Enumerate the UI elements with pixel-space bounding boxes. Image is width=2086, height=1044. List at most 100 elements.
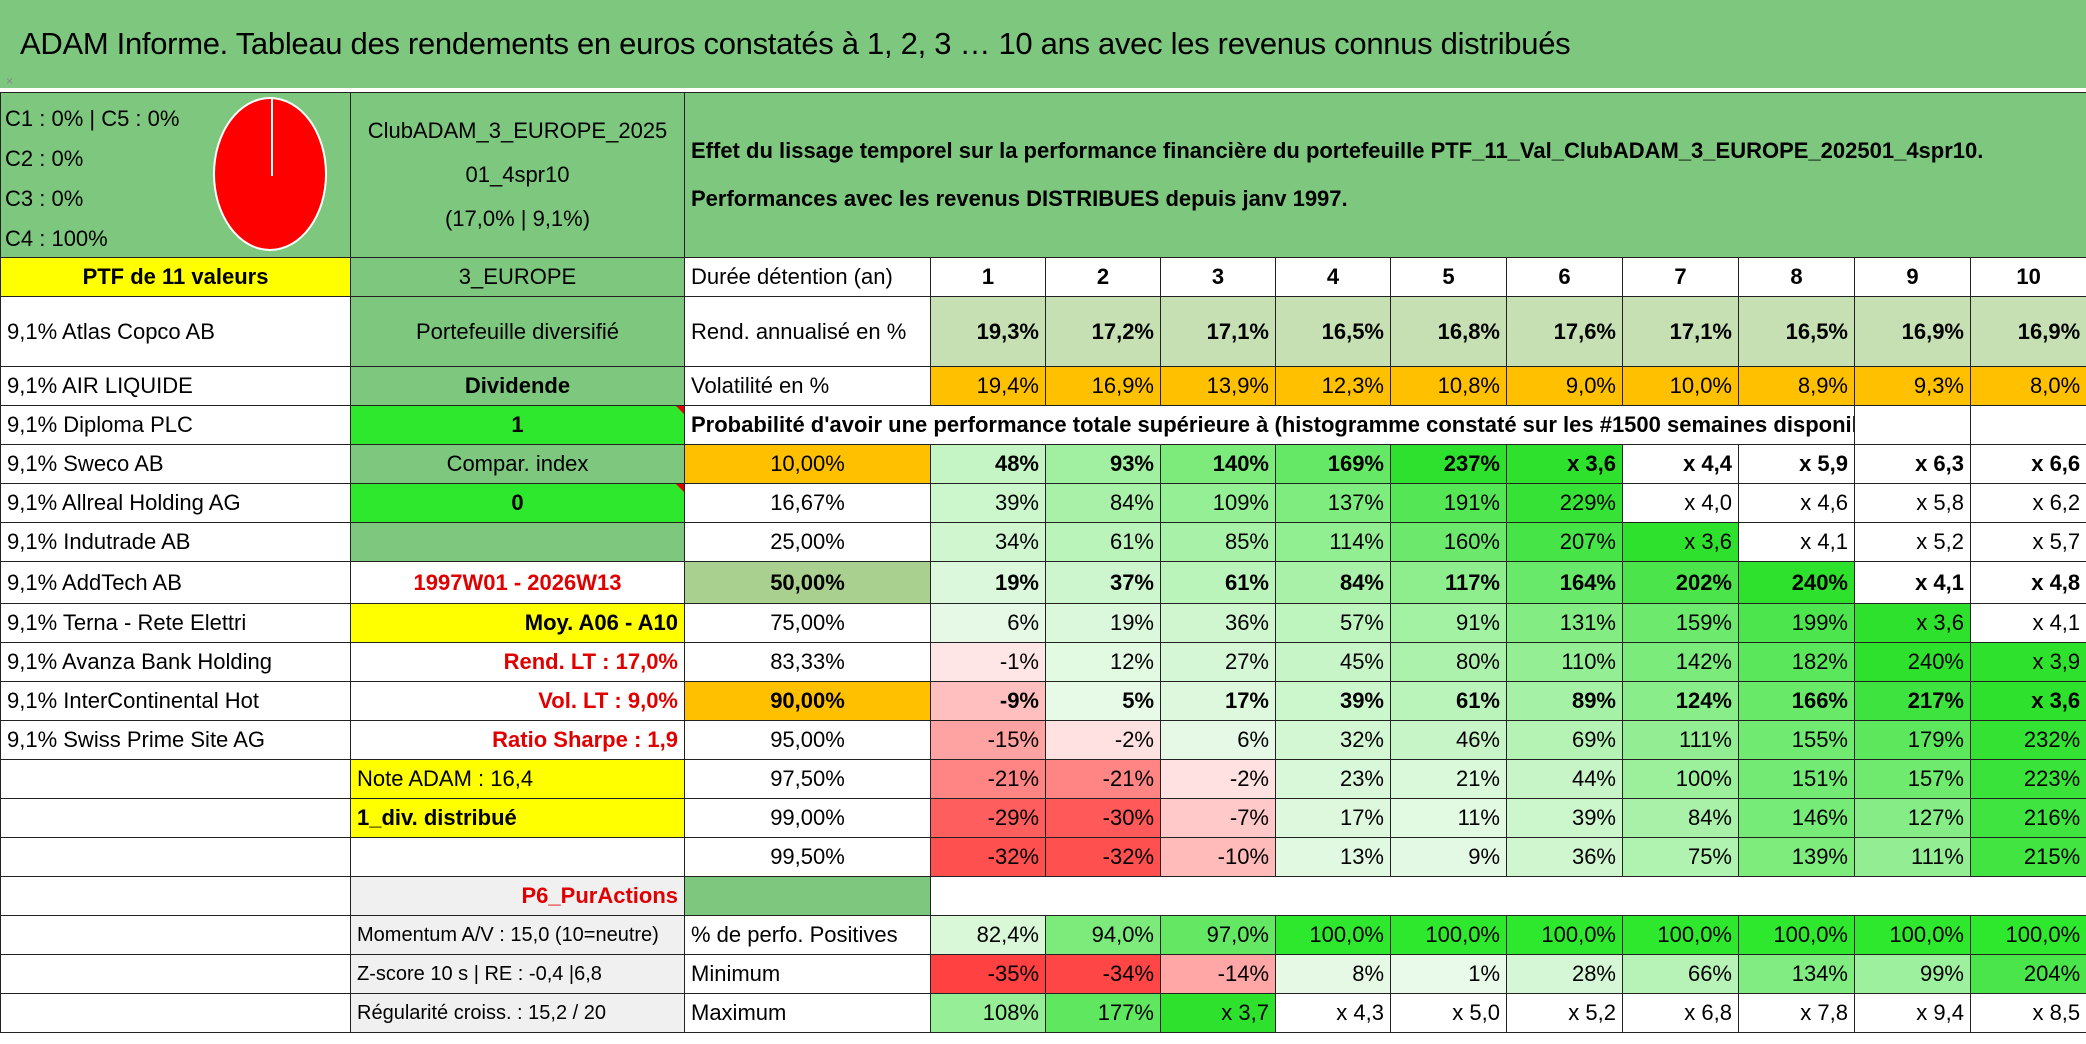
proba-cell: 215% (1969, 837, 2086, 877)
compar-index-value: 0 (350, 483, 685, 523)
empty-info-cell (350, 522, 685, 562)
maximum-cell: x 6,8 (1622, 993, 1739, 1033)
proba-cell: 39% (930, 483, 1046, 523)
proba-cell: x 3,9 (1969, 642, 2086, 682)
proba-cell: x 3,6 (1622, 522, 1739, 562)
proba-cell: 217% (1854, 681, 1971, 721)
duration-label: Durée détention (an) (684, 257, 931, 297)
proba-cell: 159% (1622, 603, 1739, 643)
proba-cell: x 4,0 (1622, 483, 1739, 523)
proba-threshold: 50,00% (684, 561, 931, 604)
proba-cell: 12% (1045, 642, 1161, 682)
proba-cell: 111% (1854, 837, 1971, 877)
rend-cell: 16,5% (1738, 296, 1855, 367)
rend-cell: 17,1% (1160, 296, 1276, 367)
proba-cell: 117% (1390, 561, 1507, 604)
positives-label: % de perfo. Positives (684, 915, 931, 955)
proba-cell: 37% (1045, 561, 1161, 604)
club-name-line: 01_4spr10 (465, 162, 570, 187)
minimum-cell: 66% (1622, 954, 1739, 994)
proba-cell: 232% (1969, 720, 2086, 760)
proba-cell: 57% (1275, 603, 1391, 643)
rend-cell: 17,6% (1506, 296, 1623, 367)
proba-cell: x 4,6 (1738, 483, 1855, 523)
proba-cell: -15% (930, 720, 1046, 760)
minimum-cell: 1% (1390, 954, 1507, 994)
positives-cell: 97,0% (1160, 915, 1276, 955)
vol-cell: 10,0% (1622, 366, 1739, 406)
maximum-cell: x 5,2 (1506, 993, 1623, 1033)
proba-cell: 111% (1622, 720, 1739, 760)
proba-row: 9,1% InterContinental Hot Vol. LT : 9,0%… (0, 681, 2086, 721)
ptf-header: PTF de 11 valeurs (0, 257, 351, 297)
year-header: 10 (1969, 257, 2086, 297)
holding-row: 9,1% Atlas Copco AB (0, 296, 351, 367)
proba-cell: 157% (1854, 759, 1971, 799)
club-name-line: ClubADAM_3_EUROPE_2025 (367, 118, 668, 143)
year-header: 8 (1738, 257, 1855, 297)
vol-cell: 8,0% (1969, 366, 2086, 406)
proba-cell: -32% (1045, 837, 1161, 877)
proba-cell: x 3,6 (1969, 681, 2086, 721)
proba-cell: 131% (1506, 603, 1623, 643)
region-cell: 3_EUROPE (350, 257, 685, 297)
rend-cell: 16,9% (1969, 296, 2086, 367)
proba-cell: -7% (1160, 798, 1276, 838)
holding-row: 9,1% AIR LIQUIDE (0, 366, 351, 406)
proba-cell: 13% (1275, 837, 1391, 877)
proba-cell: x 3,6 (1506, 444, 1623, 484)
vol-cell: 8,9% (1738, 366, 1855, 406)
proba-threshold: 16,67% (684, 483, 931, 523)
proba-cell: 36% (1506, 837, 1623, 877)
minimum-cell: -34% (1045, 954, 1161, 994)
positives-cell: 100,0% (1969, 915, 2086, 955)
proba-row: 99,50% -32% -32% -10% 13% 9% 36% 75% 139… (0, 837, 2086, 877)
vol-cell: 12,3% (1275, 366, 1391, 406)
proba-cell: 46% (1390, 720, 1507, 760)
proba-cell: x 5,8 (1854, 483, 1971, 523)
compar-index-label: Compar. index (350, 444, 685, 484)
proba-cell: 93% (1045, 444, 1161, 484)
performance-table: C1 : 0% | C5 : 0% C2 : 0% C3 : 0% C4 : 1… (0, 92, 2086, 1033)
proba-cell: 34% (930, 522, 1046, 562)
proba-cell: 202% (1622, 561, 1739, 604)
holding-row: 9,1% Swiss Prime Site AG (0, 720, 351, 760)
proba-cell: 124% (1622, 681, 1739, 721)
proba-cell: 160% (1390, 522, 1507, 562)
proba-cell: 237% (1390, 444, 1507, 484)
proba-cell: -32% (930, 837, 1046, 877)
year-header: 4 (1275, 257, 1391, 297)
year-header: 6 (1506, 257, 1623, 297)
proba-cell: -1% (930, 642, 1046, 682)
class-line: C3 : 0% (5, 186, 84, 211)
holding-row: 9,1% AddTech AB (0, 561, 351, 604)
class-breakdown-cell: C1 : 0% | C5 : 0% C2 : 0% C3 : 0% C4 : 1… (0, 92, 351, 258)
proba-cell: 48% (930, 444, 1046, 484)
proba-cell: 137% (1275, 483, 1391, 523)
proba-cell: 6% (930, 603, 1046, 643)
proba-cell: 80% (1390, 642, 1507, 682)
tick-mark: × (6, 74, 14, 88)
proba-cell: x 4,4 (1622, 444, 1739, 484)
proba-cell: 17% (1160, 681, 1276, 721)
positives-cell: 100,0% (1622, 915, 1739, 955)
proba-cell: 45% (1275, 642, 1391, 682)
proba-cell: -30% (1045, 798, 1161, 838)
proba-cell: -9% (930, 681, 1046, 721)
proba-cell: 207% (1506, 522, 1623, 562)
proba-cell: 110% (1506, 642, 1623, 682)
proba-cell: x 6,3 (1854, 444, 1971, 484)
proba-cell: 179% (1854, 720, 1971, 760)
allocation-pie-chart (213, 97, 327, 251)
proba-cell: -2% (1045, 720, 1161, 760)
minimum-cell: 8% (1275, 954, 1391, 994)
holding-row: 9,1% Sweco AB (0, 444, 351, 484)
dividend-value: 1 (350, 405, 685, 445)
proba-cell: 199% (1738, 603, 1855, 643)
p6-label: P6_PurActions (350, 876, 685, 916)
minimum-cell: 204% (1969, 954, 2086, 994)
proba-cell: x 4,1 (1854, 561, 1971, 604)
proba-cell: 39% (1506, 798, 1623, 838)
proba-cell: 84% (1045, 483, 1161, 523)
maximum-cell: 177% (1045, 993, 1161, 1033)
